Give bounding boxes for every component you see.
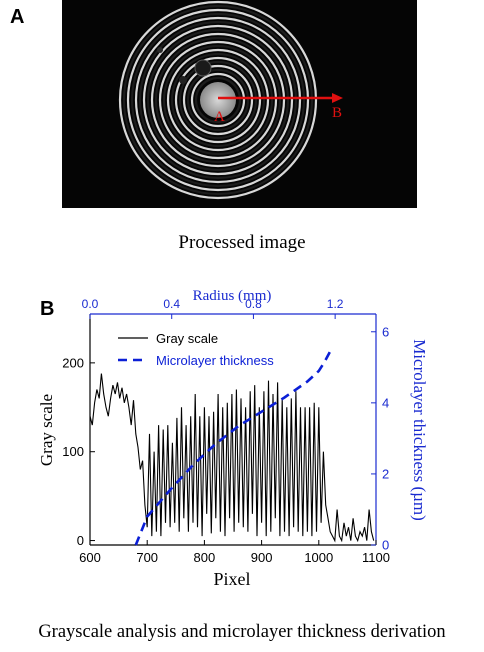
ring <box>194 76 242 124</box>
ring <box>162 44 274 156</box>
thickness-series-line <box>134 350 332 546</box>
y-tick-label: 200 <box>62 355 84 370</box>
ring <box>190 72 246 128</box>
ring <box>146 28 290 172</box>
x2-tick-label: 0.0 <box>82 297 99 311</box>
ring <box>170 52 266 148</box>
x2-tick-label: 0.4 <box>163 297 180 311</box>
ring <box>130 12 306 188</box>
defect-spot <box>157 47 163 53</box>
arrow-head <box>332 93 343 103</box>
y2-tick-label: 4 <box>382 395 389 410</box>
x-tick-label: 800 <box>194 550 216 565</box>
ring <box>178 60 258 140</box>
marker-b: B <box>332 105 342 121</box>
x-axis-label: Pixel <box>213 569 250 589</box>
ring <box>138 20 298 180</box>
ring <box>122 4 314 196</box>
ring <box>150 32 286 168</box>
ring <box>154 36 282 164</box>
y-axis-label: Gray scale <box>37 394 56 466</box>
defect-spot <box>179 76 187 84</box>
panel-b-label: B <box>40 298 55 320</box>
caption-a: Processed image <box>178 232 306 253</box>
x-tick-label: 900 <box>251 550 273 565</box>
y2-tick-label: 6 <box>382 324 389 339</box>
ring <box>134 16 302 184</box>
x-tick-label: 700 <box>136 550 158 565</box>
ring <box>126 8 310 192</box>
ring <box>166 48 270 152</box>
ring <box>118 0 318 200</box>
gray-scale-series-line <box>89 373 375 543</box>
panel-a-label: A <box>10 6 25 28</box>
y-tick-label: 100 <box>62 444 84 459</box>
ring <box>174 56 262 144</box>
y-tick-label: 0 <box>77 533 84 548</box>
legend-label: Microlayer thickness <box>156 353 274 368</box>
caption-b: Grayscale analysis and microlayer thickn… <box>38 622 446 642</box>
top-axis-label: Radius (mm) <box>193 288 272 304</box>
y2-tick-label: 2 <box>382 466 389 481</box>
processed-image: A B <box>62 0 417 208</box>
legend-label: Gray scale <box>156 331 218 346</box>
y2-tick-label: 0 <box>382 538 389 553</box>
ring <box>186 68 250 132</box>
center-spot <box>200 82 236 118</box>
defect-spot <box>194 59 212 77</box>
x2-tick-label: 1.2 <box>327 297 344 311</box>
x-tick-label: 600 <box>79 550 101 565</box>
x2-tick-label: 0.8 <box>245 297 262 311</box>
x-tick-label: 1100 <box>362 550 390 565</box>
interference-rings <box>118 0 318 200</box>
ring <box>182 64 254 136</box>
x-tick-label: 1000 <box>304 550 333 565</box>
ring <box>158 40 278 160</box>
marker-a: A <box>214 109 225 125</box>
y2-axis-label: Microlayer thickness (µm) <box>410 339 429 521</box>
ring <box>142 24 294 176</box>
